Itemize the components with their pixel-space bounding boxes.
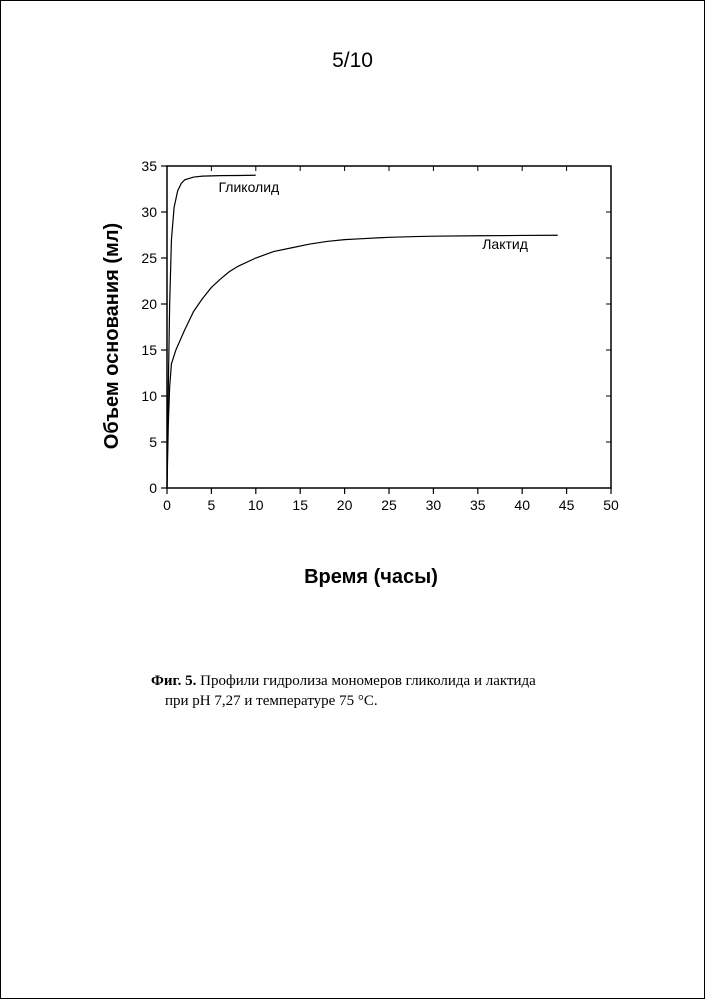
svg-text:30: 30 — [141, 204, 157, 220]
figure-caption: Фиг. 5. Профили гидролиза мономеров глик… — [151, 671, 581, 712]
svg-text:35: 35 — [470, 497, 486, 513]
svg-text:50: 50 — [603, 497, 619, 513]
caption-fig-label: Фиг. 5. — [151, 673, 196, 689]
svg-text:15: 15 — [292, 497, 308, 513]
chart-area: 0 5 10 15 20 25 30 35 40 45 50 0 5 10 15 20 25 30 35 Гликол… — [121, 156, 621, 526]
svg-text:20: 20 — [141, 296, 157, 312]
caption-line1: Профили гидролиза мономеров гликолида и … — [196, 673, 535, 689]
page-number: 5/10 — [1, 49, 704, 73]
svg-text:45: 45 — [559, 497, 575, 513]
page: 5/10 Объем основания (мл) 05101520253035… — [0, 0, 705, 999]
svg-text:10: 10 — [248, 497, 264, 513]
caption-line2: при pH 7,27 и температуре 75 °C. — [151, 693, 378, 709]
svg-text:0: 0 — [149, 480, 157, 496]
chart-svg: 0 5 10 15 20 25 30 35 40 45 50 0 5 10 15 20 25 30 35 Гликол… — [121, 156, 621, 526]
svg-text:30: 30 — [426, 497, 442, 513]
svg-text:0: 0 — [163, 497, 171, 513]
svg-text:15: 15 — [141, 342, 157, 358]
svg-text:20: 20 — [337, 497, 353, 513]
svg-text:10: 10 — [141, 388, 157, 404]
svg-text:35: 35 — [141, 158, 157, 174]
svg-text:5: 5 — [149, 434, 157, 450]
svg-text:25: 25 — [141, 250, 157, 266]
svg-text:Лактид: Лактид — [482, 236, 528, 252]
svg-text:Гликолид: Гликолид — [219, 179, 280, 195]
x-axis-label: Время (часы) — [121, 566, 621, 589]
svg-text:5: 5 — [208, 497, 216, 513]
svg-text:40: 40 — [514, 497, 530, 513]
svg-text:25: 25 — [381, 497, 397, 513]
